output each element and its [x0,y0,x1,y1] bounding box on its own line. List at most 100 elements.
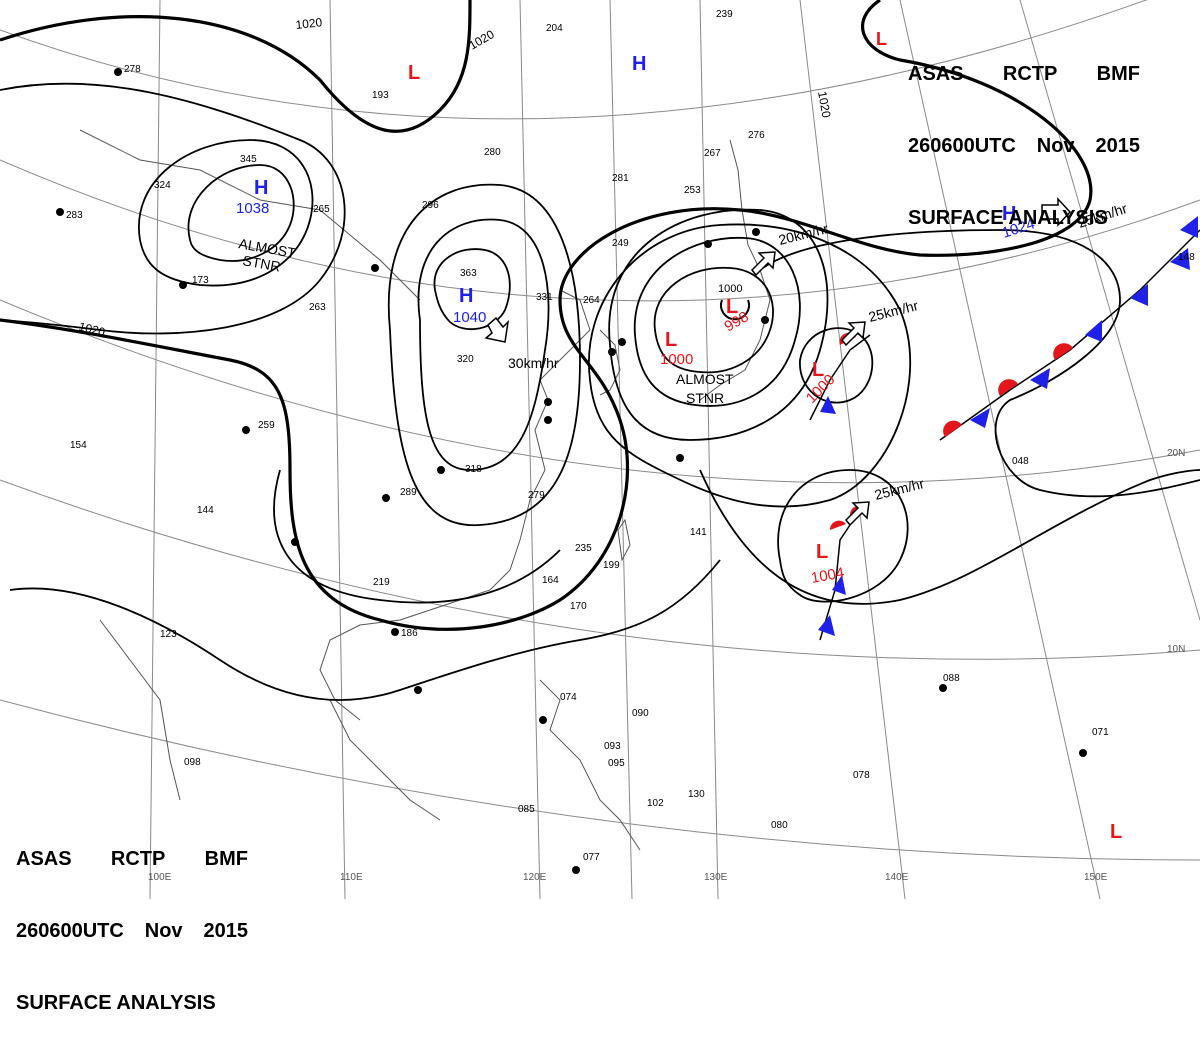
header-line-1: ASAS RCTP BMF [16,847,248,871]
station-label: 170 [570,601,587,612]
isobar-east-big [699,469,1200,605]
station-marker [371,264,379,272]
front-low-east [809,334,871,421]
station-label: 278 [124,64,141,75]
meridian-100e [149,0,161,899]
isobar-h1040-3 [387,183,581,526]
isobar-1016-nw [0,82,346,335]
station-marker [56,208,64,216]
header-time: 260600UTC [16,920,124,942]
station-marker [114,68,122,76]
station-label: 144 [197,505,214,516]
meridian-130e [699,0,719,899]
cold-front-south-2 [818,615,835,636]
station-label: 098 [184,757,201,768]
indochina-coast [329,699,441,821]
station-label: 281 [612,173,629,184]
isobar-low-east [799,327,874,404]
station-label: 264 [583,295,600,306]
lon-label: 140E [885,872,909,883]
parallel-0n [0,699,1200,861]
lon-label: 120E [523,872,547,883]
isobar-low-1000 [653,266,774,374]
station-marker [437,466,445,474]
cold-front-east-1 [820,396,836,414]
station-label: 074 [560,692,577,703]
station-label: 289 [400,487,417,498]
station-marker [1079,749,1087,757]
lon-label: 150E [1084,872,1108,883]
philippines-coast [539,679,641,851]
cold-front-south-1 [832,575,846,595]
station-marker [291,538,299,546]
station-marker [539,716,547,724]
station-label: 078 [853,770,870,781]
station-label: 071 [1092,727,1109,738]
meridian-125e [609,0,633,899]
coordinate-labels: 100E 110E 120E 130E 140E 150E 20N 10N [148,448,1185,883]
low-center-symbol: L [876,29,887,49]
station-label: 324 [154,180,171,191]
arrow-25kmhr-south [844,501,870,527]
high-center-symbol: H [254,177,268,199]
cold-front-tri-5 [1170,248,1190,270]
warm-front-south-1 [829,520,846,530]
motion-arrows [484,197,1072,527]
station-label: 259 [258,420,275,431]
isobar-label: 1020 [77,319,107,339]
center-note-line1: ALMOST [676,371,734,387]
isobar-1020-main [0,0,1093,631]
header-agency: ASAS [908,63,964,85]
station-label: 318 [465,464,482,475]
cold-front-tri-2 [1030,368,1050,389]
low-998-closed-isobar [720,299,750,321]
high-center-symbol: H [632,53,646,75]
analysis-header-top: ASAS RCTP BMF 260600UTC Nov 2015 SURFACE… [908,14,1140,254]
parallel-20n [0,299,1200,484]
station-label: 186 [401,628,418,639]
header-month: Nov [144,920,183,942]
lon-label: 110E [340,872,363,883]
station-label: 123 [160,629,177,640]
cold-front-tri-3 [1085,320,1102,342]
parallel-40n [0,0,1148,120]
station-label: 253 [684,185,701,196]
station-label: 173 [192,275,209,286]
header-station: RCTP [110,848,166,870]
station-label: 095 [608,758,625,769]
station-marker [618,338,626,346]
header-time: 260600UTC [908,135,1016,157]
station-label: 193 [372,90,389,101]
low-center-value: 1000 [660,351,693,368]
station-label: 199 [603,560,620,571]
low-center-isobar-value: 1000 [718,283,742,295]
parallel-30n [0,159,1200,302]
station-label: 345 [240,154,257,165]
header-year: 2015 [203,920,248,942]
station-label: 267 [704,148,721,159]
station-label: 148 [1178,252,1195,263]
station-label: 235 [575,543,592,554]
station-marker [242,426,250,434]
isobars [0,0,1200,701]
motion-label: 30km/hr [508,355,559,371]
station-label: 363 [460,268,477,279]
cold-front-tri-6 [1180,216,1198,238]
center-note-line2: STNR [241,252,281,274]
low-center-symbol: L [726,296,738,318]
station-marker [544,416,552,424]
isobar-1020-north [0,0,472,133]
meridian-120e [519,0,541,899]
station-label: 283 [66,210,83,221]
low-center-symbol: L [1110,821,1122,843]
station-label: 093 [604,741,621,752]
high-center-value: 1038 [236,200,269,217]
taiwan-coast [617,518,631,562]
meridian-140e [799,0,906,899]
station-marker [544,398,552,406]
station-label: 219 [373,577,390,588]
lat-label: 20N [1167,448,1185,459]
station-marker [391,628,399,636]
station-label: 239 [716,9,733,20]
isobar-label: 1020 [815,90,833,119]
